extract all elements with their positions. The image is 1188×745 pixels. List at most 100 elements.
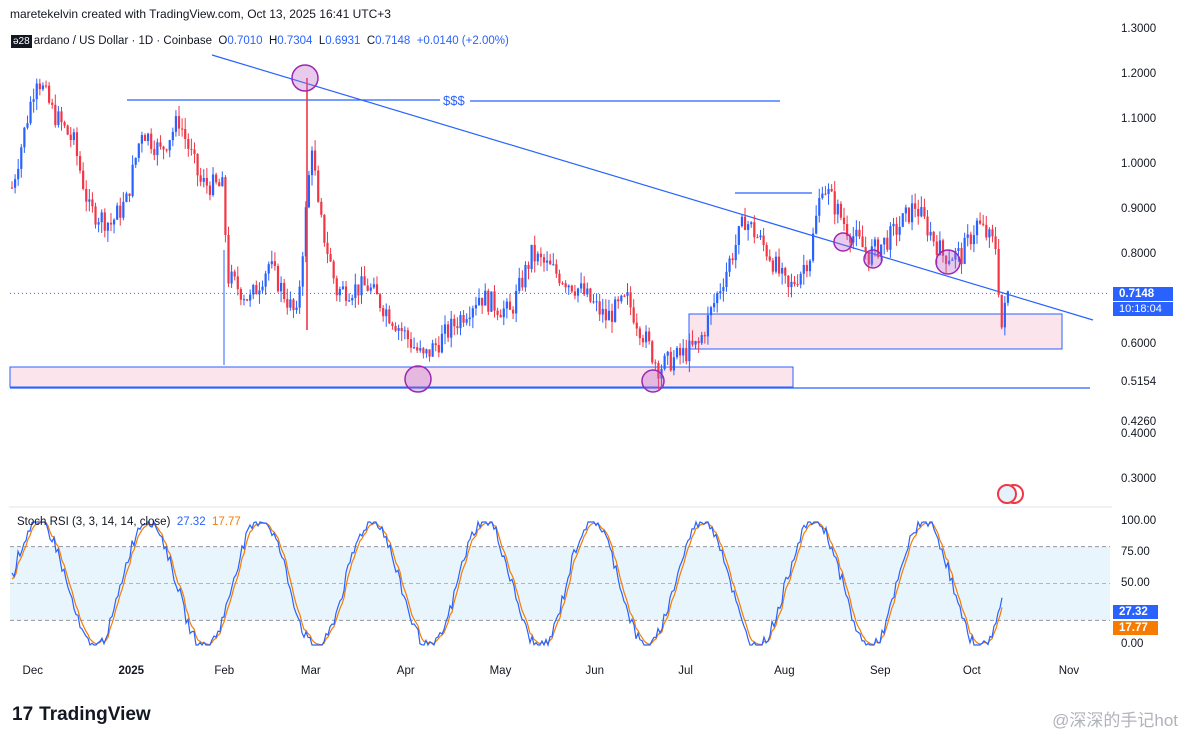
candle-body[interactable] — [267, 264, 270, 274]
candle-body[interactable] — [447, 324, 450, 338]
candle-body[interactable] — [948, 260, 951, 264]
candle-body[interactable] — [753, 222, 756, 238]
candle-body[interactable] — [910, 203, 914, 223]
candle-body[interactable] — [351, 298, 354, 301]
candle-body[interactable] — [682, 348, 685, 356]
candle-body[interactable] — [193, 149, 196, 154]
candle-body[interactable] — [750, 222, 753, 225]
candle-body[interactable] — [935, 241, 938, 255]
candle-body[interactable] — [484, 290, 487, 306]
candle-body[interactable] — [508, 301, 512, 310]
candle-body[interactable] — [131, 164, 134, 197]
candle-body[interactable] — [601, 308, 604, 315]
candle-body[interactable] — [901, 213, 904, 227]
candle-body[interactable] — [784, 268, 787, 276]
candle-body[interactable] — [842, 217, 846, 225]
candle-body[interactable] — [898, 226, 901, 235]
candle-body[interactable] — [286, 299, 289, 308]
candle-body[interactable] — [335, 278, 338, 296]
candle-body[interactable] — [245, 299, 249, 301]
candle-body[interactable] — [777, 256, 781, 274]
candle-body[interactable] — [329, 253, 332, 262]
candle-body[interactable] — [518, 277, 521, 291]
candle-body[interactable] — [892, 223, 895, 227]
candle-body[interactable] — [617, 299, 620, 302]
candle-body[interactable] — [32, 99, 35, 102]
candle-body[interactable] — [719, 291, 722, 294]
candle-body[interactable] — [437, 345, 440, 353]
candle-body[interactable] — [861, 236, 864, 248]
candle-body[interactable] — [889, 226, 892, 250]
candle-body[interactable] — [963, 237, 966, 264]
candle-body[interactable] — [112, 219, 116, 225]
candle-body[interactable] — [443, 324, 447, 334]
candle-body[interactable] — [468, 317, 471, 320]
candle-body[interactable] — [666, 351, 669, 356]
candle-body[interactable] — [722, 287, 725, 292]
candle-body[interactable] — [320, 201, 323, 215]
candle-body[interactable] — [685, 348, 688, 362]
candle-body[interactable] — [787, 275, 790, 288]
candle-body[interactable] — [725, 271, 728, 288]
candle-body[interactable] — [855, 229, 858, 237]
candle-body[interactable] — [555, 264, 558, 274]
candle-body[interactable] — [391, 323, 394, 327]
candle-body[interactable] — [567, 285, 570, 288]
candle-body[interactable] — [137, 143, 140, 158]
candle-body[interactable] — [663, 355, 666, 370]
candle-body[interactable] — [626, 292, 629, 296]
candle-body[interactable] — [824, 193, 827, 195]
candle-body[interactable] — [103, 212, 106, 231]
candle-body[interactable] — [502, 308, 505, 318]
candle-body[interactable] — [821, 193, 824, 199]
candle-body[interactable] — [499, 314, 502, 318]
candle-body[interactable] — [595, 301, 598, 303]
candle-body[interactable] — [60, 111, 63, 123]
candle-body[interactable] — [672, 357, 675, 371]
candle-body[interactable] — [920, 207, 923, 217]
candle-body[interactable] — [434, 343, 437, 346]
candle-body[interactable] — [249, 294, 252, 301]
candle-body[interactable] — [344, 286, 348, 301]
candle-body[interactable] — [651, 341, 654, 363]
candle-body[interactable] — [700, 335, 703, 344]
rsi-legend[interactable]: Stoch RSI (3, 3, 14, 14, close) 27.32 17… — [17, 516, 241, 528]
candle-body[interactable] — [493, 291, 496, 311]
candle-body[interactable] — [648, 331, 651, 342]
candle-body[interactable] — [564, 283, 567, 288]
candle-body[interactable] — [304, 207, 307, 257]
candle-body[interactable] — [957, 248, 960, 251]
candle-body[interactable] — [270, 261, 273, 265]
candle-body[interactable] — [638, 328, 641, 339]
candle-body[interactable] — [215, 174, 218, 183]
candle-body[interactable] — [116, 205, 119, 220]
candle-body[interactable] — [586, 288, 589, 295]
candle-body[interactable] — [100, 212, 103, 223]
candle-body[interactable] — [975, 220, 979, 236]
candle-body[interactable] — [895, 223, 898, 235]
candle-body[interactable] — [13, 179, 17, 188]
candle-body[interactable] — [944, 255, 948, 264]
support-zone-upper[interactable] — [688, 313, 1063, 350]
candle-body[interactable] — [994, 236, 997, 250]
candle-body[interactable] — [818, 198, 821, 216]
candle-body[interactable] — [242, 299, 246, 301]
candle-body[interactable] — [26, 123, 29, 128]
candle-body[interactable] — [109, 222, 113, 225]
candle-body[interactable] — [301, 256, 304, 287]
candle-body[interactable] — [456, 326, 459, 329]
candle-body[interactable] — [298, 286, 301, 308]
candle-body[interactable] — [570, 285, 573, 292]
candle-body[interactable] — [375, 284, 379, 295]
candle-body[interactable] — [202, 178, 205, 182]
candle-body[interactable] — [153, 149, 156, 156]
candle-body[interactable] — [737, 226, 740, 245]
candle-body[interactable] — [409, 339, 413, 348]
candle-body[interactable] — [515, 290, 518, 314]
candle-body[interactable] — [459, 315, 462, 329]
candle-body[interactable] — [174, 116, 178, 132]
candle-body[interactable] — [533, 244, 536, 262]
candle-body[interactable] — [239, 289, 242, 300]
pivot-marker[interactable] — [935, 249, 961, 275]
candle-body[interactable] — [227, 234, 230, 284]
